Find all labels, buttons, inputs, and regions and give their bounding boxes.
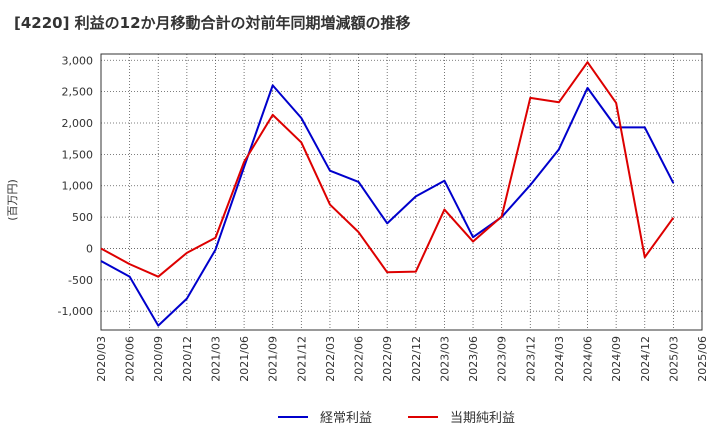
legend-label-1: 経常利益 <box>320 411 372 426</box>
x-tick-label: 2020/03 <box>95 336 108 382</box>
x-tick-label: 2022/06 <box>353 336 366 382</box>
y-tick-label: 3,000 <box>62 54 94 67</box>
x-tick-label: 2022/12 <box>410 336 423 382</box>
vertical-gridlines <box>129 54 674 330</box>
horizontal-gridlines <box>101 59 702 312</box>
x-tick-label: 2025/06 <box>696 336 709 382</box>
y-tick-label: 2,000 <box>62 117 94 130</box>
y-tick-label: 500 <box>72 211 93 224</box>
x-tick-label: 2020/06 <box>124 336 137 382</box>
legend: 経常利益 当期純利益 <box>278 411 515 426</box>
series-line-2 <box>100 61 675 278</box>
x-axis: 2020/03 2020/06 2020/09 2020/12 2021/03 2021/… <box>95 336 709 382</box>
series-layer <box>100 61 675 327</box>
x-tick-label: 2021/03 <box>209 336 222 382</box>
x-tick-label: 2020/12 <box>181 336 194 382</box>
chart-title: [4220] 利益の12か月移動合計の対前年同期増減額の推移 <box>14 14 411 32</box>
x-tick-label: 2024/06 <box>582 336 595 382</box>
x-tick-label: 2023/03 <box>438 336 451 382</box>
x-tick-label: 2021/09 <box>267 336 280 382</box>
y-tick-label: 2,500 <box>62 86 94 99</box>
y-tick-label: 0 <box>86 242 93 255</box>
series-line-1 <box>100 84 675 327</box>
x-tick-label: 2024/03 <box>553 336 566 382</box>
x-tick-label: 2025/03 <box>667 336 680 382</box>
x-tick-label: 2021/06 <box>238 336 251 382</box>
y-tick-label: -500 <box>68 274 93 287</box>
y-tick-label: 1,500 <box>62 148 94 161</box>
x-tick-label: 2022/03 <box>324 336 337 382</box>
x-tick-label: 2024/09 <box>610 336 623 382</box>
x-tick-label: 2023/12 <box>524 336 537 382</box>
x-tick-label: 2023/06 <box>467 336 480 382</box>
y-axis-label: (百万円) <box>6 179 19 221</box>
x-tick-label: 2023/09 <box>496 336 509 382</box>
legend-label-2: 当期純利益 <box>450 411 515 426</box>
y-tick-label: 1,000 <box>62 180 94 193</box>
y-axis: 3,000 2,500 2,000 1,500 1,000 500 0 -500 -1,000 <box>58 54 93 318</box>
plot-border <box>100 53 703 331</box>
y-tick-label: -1,000 <box>58 305 93 318</box>
plot-area <box>101 54 702 330</box>
x-tick-label: 2022/09 <box>381 336 394 382</box>
x-tick-label: 2020/09 <box>152 336 165 382</box>
x-tick-label: 2024/12 <box>639 336 652 382</box>
x-tick-label: 2021/12 <box>295 336 308 382</box>
